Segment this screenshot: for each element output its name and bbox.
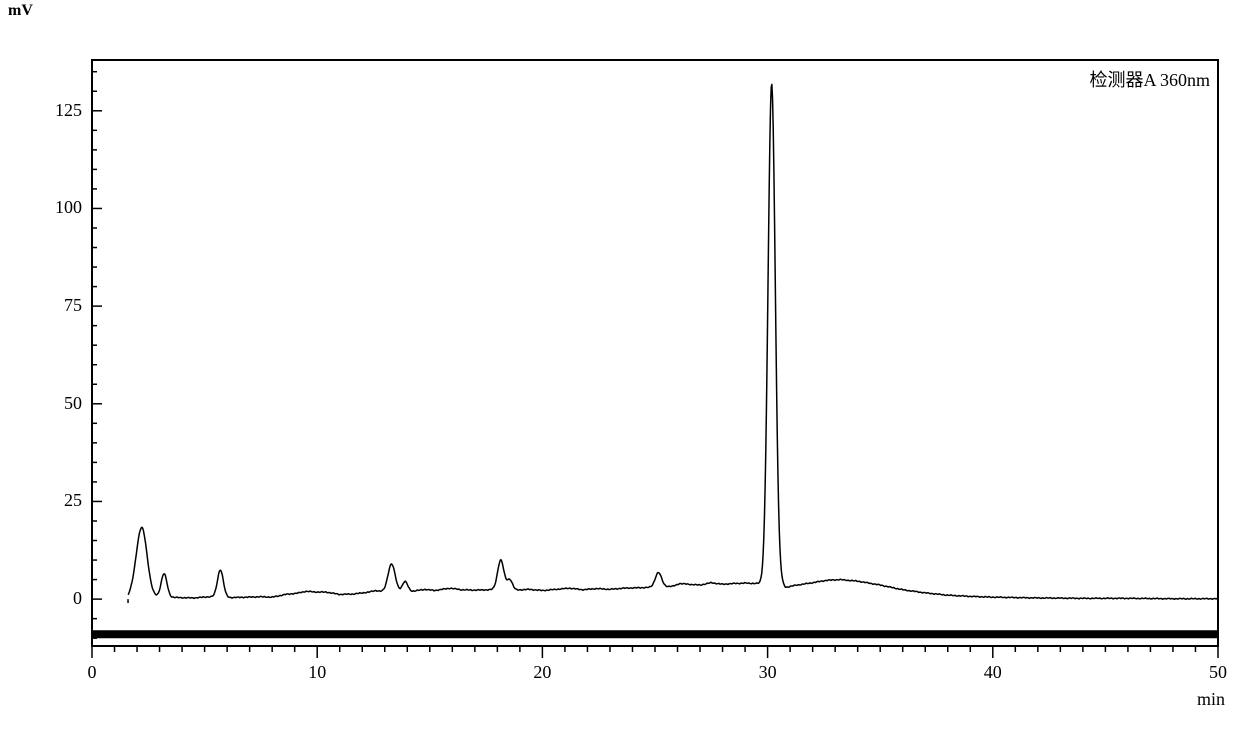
x-tick-label: 20 xyxy=(522,662,562,683)
x-tick-label: 30 xyxy=(748,662,788,683)
x-tick-label: 10 xyxy=(297,662,337,683)
y-tick-label: 75 xyxy=(22,295,82,316)
x-tick-label: 40 xyxy=(973,662,1013,683)
y-tick-label: 0 xyxy=(22,588,82,609)
y-tick-label: 125 xyxy=(22,100,82,121)
x-tick-label: 0 xyxy=(72,662,112,683)
y-tick-label: 100 xyxy=(22,197,82,218)
x-tick-label: 50 xyxy=(1198,662,1238,683)
y-tick-label: 25 xyxy=(22,490,82,511)
chromatogram-plot xyxy=(0,0,1240,730)
y-tick-label: 50 xyxy=(22,393,82,414)
chromatogram-container: { "canvas": { "width": 1240, "height": 7… xyxy=(0,0,1240,730)
